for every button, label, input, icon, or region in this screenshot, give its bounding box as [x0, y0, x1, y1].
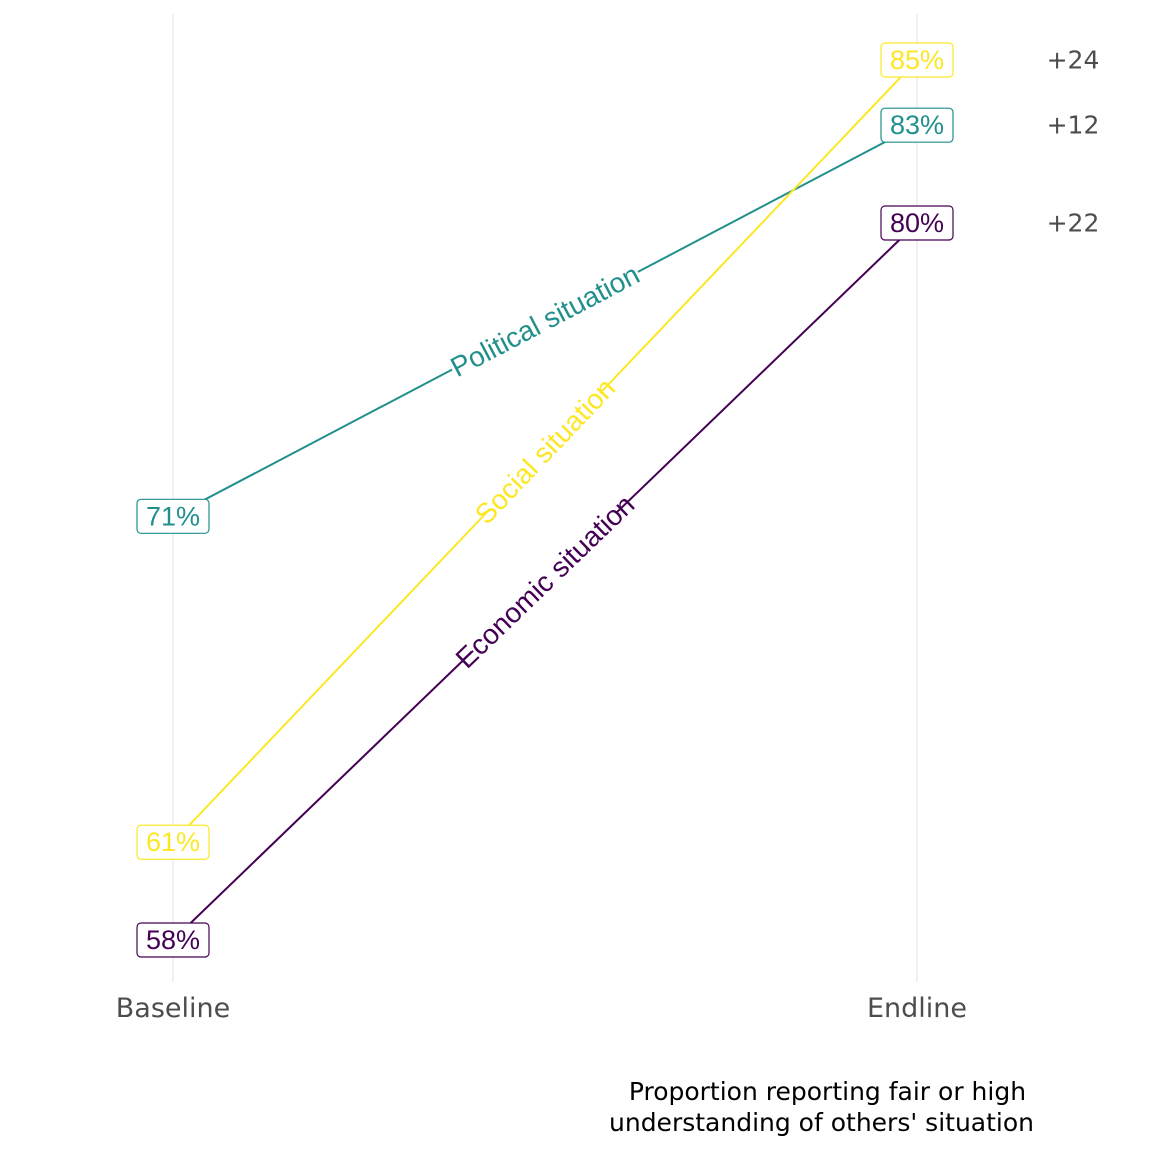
value-label-text: 83%: [890, 110, 944, 140]
value-label-text: 85%: [890, 45, 944, 75]
difference-political-situation: +12: [1047, 111, 1100, 140]
line-economic-situation-left: [172, 650, 474, 941]
series-label-political-situation: Political situation: [445, 258, 644, 382]
line-political-situation-right: [637, 124, 918, 273]
value-label-economic-situation-endline: 80%: [880, 205, 954, 241]
value-label-social-situation-baseline: 61%: [136, 824, 210, 860]
difference-economic-situation: +22: [1047, 208, 1100, 237]
series-lines: [172, 59, 918, 941]
value-label-box: [136, 824, 210, 860]
value-label-box: [880, 107, 954, 143]
value-label-text: 71%: [146, 501, 200, 531]
value-label-box: [880, 42, 954, 78]
line-social-situation-left: [172, 508, 491, 843]
value-label-text: 61%: [146, 827, 200, 857]
x-tick-baseline: Baseline: [116, 993, 230, 1024]
difference-social-situation: +24: [1047, 46, 1100, 75]
value-label-political-situation-baseline: 71%: [136, 498, 210, 534]
value-label-economic-situation-baseline: 58%: [136, 922, 210, 958]
difference-labels: +12 +24 +22: [1047, 46, 1100, 238]
value-labels: 71% 83% 61% 85% 58% 80%: [136, 42, 954, 958]
value-label-text: 80%: [890, 208, 944, 238]
value-label-box: [880, 205, 954, 241]
value-label-box: [136, 922, 210, 958]
caption-line-1: Proportion reporting fair or high: [629, 1077, 1026, 1106]
value-label-political-situation-endline: 83%: [880, 107, 954, 143]
x-axis-tick-labels: Baseline Endline: [116, 993, 967, 1024]
series-label-social-situation: Social situation: [469, 372, 621, 530]
line-political-situation-left: [172, 368, 453, 518]
caption: Proportion reporting fair or high unders…: [609, 1077, 1034, 1137]
x-tick-endline: Endline: [867, 993, 967, 1024]
line-economic-situation-right: [616, 222, 918, 513]
grid-lines: [172, 14, 918, 982]
value-label-text: 58%: [146, 925, 200, 955]
line-social-situation-right: [599, 59, 918, 394]
value-label-box: [136, 498, 210, 534]
caption-line-2: understanding of others' situation: [609, 1108, 1034, 1137]
value-label-social-situation-endline: 85%: [880, 42, 954, 78]
